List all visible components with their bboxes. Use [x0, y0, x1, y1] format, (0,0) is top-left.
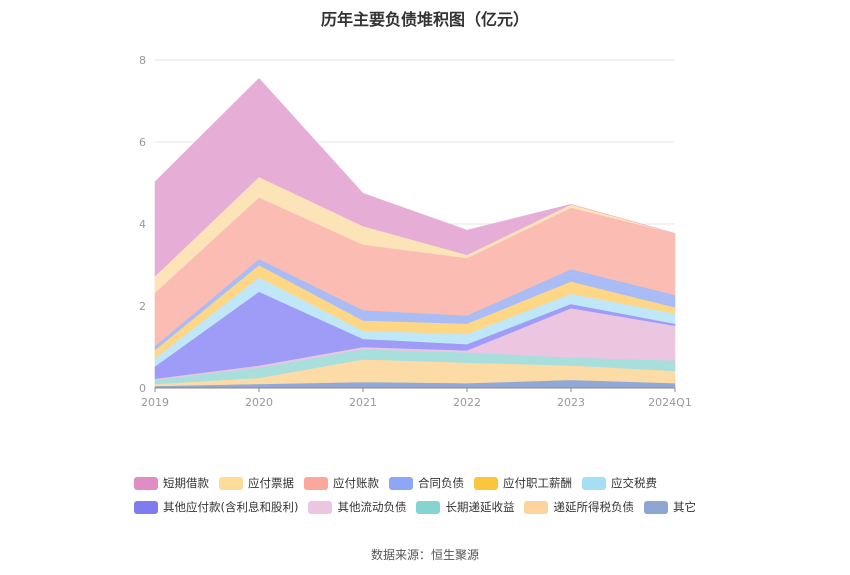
legend-item[interactable]: 应付账款: [304, 475, 379, 491]
legend-swatch: [308, 500, 333, 514]
legend-item[interactable]: 应付职工薪酬: [474, 475, 572, 491]
legend-item[interactable]: 应交税费: [582, 475, 657, 491]
axes: 2019 2020 2021 2022 2023 2024Q1: [141, 387, 692, 409]
legend-swatch: [134, 476, 158, 490]
legend-label: 其他应付款(含利息和股利): [163, 500, 299, 514]
legend-item[interactable]: 应付票据: [219, 475, 294, 491]
legend-label: 应付票据: [248, 476, 294, 490]
legend-item[interactable]: 其他流动负债: [308, 499, 406, 515]
x-tick-label: 2020: [245, 396, 273, 409]
legend-swatch: [389, 476, 413, 490]
legend-label: 短期借款: [163, 476, 209, 490]
legend-swatch: [582, 476, 606, 490]
legend-swatch: [219, 476, 243, 490]
legend-item[interactable]: 其他应付款(含利息和股利): [134, 499, 298, 515]
legend-label: 递延所得税负债: [553, 500, 634, 514]
area-series-group: [154, 77, 676, 389]
legend-swatch: [643, 500, 668, 514]
legend-label: 其他流动负债: [337, 500, 407, 514]
legend-row: 短期借款 应付票据 应付账款 合同负债 应付职工薪酬 应交税费: [134, 471, 754, 495]
x-tick-label: 2021: [349, 396, 377, 409]
area-series-10[interactable]: [154, 77, 676, 277]
y-tick-label: 8: [139, 54, 146, 67]
y-tick-label: 4: [139, 218, 146, 231]
legend: 短期借款 应付票据 应付账款 合同负债 应付职工薪酬 应交税费 其他应付款(含利息和股利) 其…: [134, 471, 754, 519]
legend-item[interactable]: 短期借款: [134, 475, 209, 491]
stacked-area-chart: 0 2 4 6 8 2019 2020 2021 2022 2023 2024Q1: [139, 54, 692, 409]
legend-label: 应付账款: [333, 476, 379, 490]
legend-label: 应付职工薪酬: [503, 476, 572, 490]
x-tick-label: 2022: [453, 396, 481, 409]
legend-item[interactable]: 递延所得税负债: [524, 499, 634, 515]
legend-label: 长期递延收益: [445, 500, 515, 514]
legend-swatch: [474, 476, 498, 490]
x-tick-label: 2019: [141, 396, 169, 409]
x-tick-label: 2023: [557, 396, 585, 409]
y-tick-label: 0: [139, 382, 146, 395]
legend-label: 其它: [672, 500, 696, 514]
legend-item[interactable]: 合同负债: [389, 475, 464, 491]
chart-title: 历年主要负债堆积图（亿元）: [320, 10, 529, 29]
legend-item[interactable]: 其它: [643, 499, 696, 515]
legend-label: 合同负债: [418, 476, 464, 490]
y-tick-label: 2: [139, 300, 146, 313]
legend-row: 其他应付款(含利息和股利) 其他流动负债 长期递延收益 递延所得税负债 其它: [134, 495, 754, 519]
legend-label: 应交税费: [611, 476, 657, 490]
legend-swatch: [304, 476, 328, 490]
legend-swatch: [134, 500, 158, 514]
legend-swatch: [416, 500, 441, 514]
legend-item[interactable]: 长期递延收益: [416, 499, 514, 515]
y-tick-label: 6: [139, 136, 146, 149]
data-source-note: 数据来源：恒生聚源: [370, 548, 479, 562]
x-tick-label: 2024Q1: [648, 396, 692, 409]
legend-swatch: [524, 500, 549, 514]
